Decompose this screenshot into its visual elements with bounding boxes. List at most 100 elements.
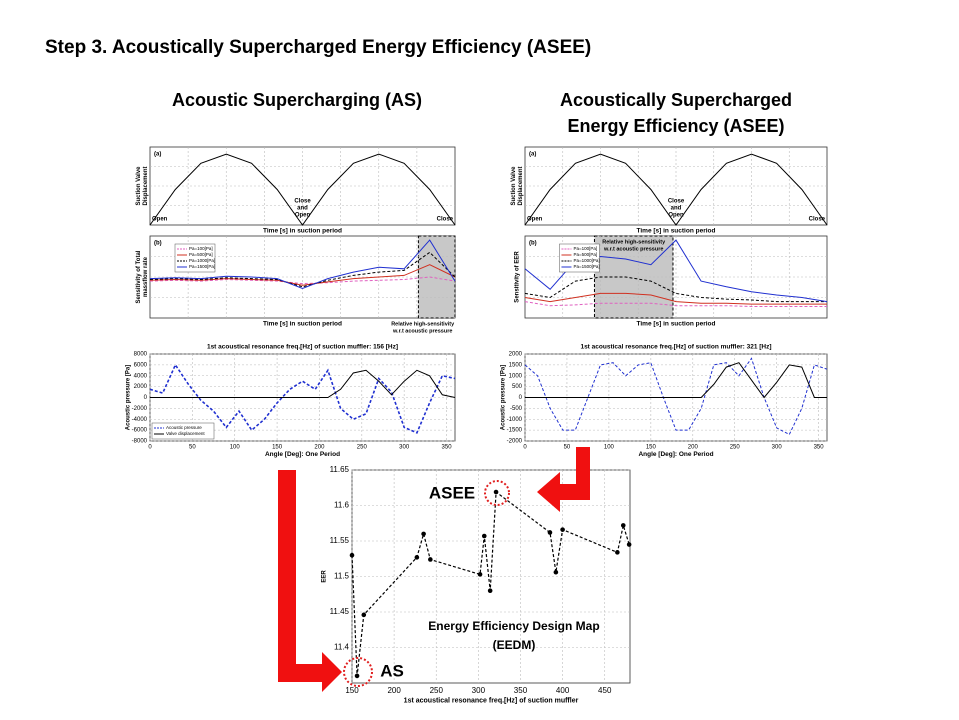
annotation: Close: [294, 199, 311, 205]
x-tick-label: 350: [442, 445, 453, 451]
legend-label: Valve displacement: [166, 431, 205, 436]
y-tick-label: -500: [510, 406, 523, 412]
y-axis-label: Sensitivity of EER: [515, 251, 521, 303]
x-tick-label: 50: [189, 445, 196, 451]
y-tick-label: 11.5: [334, 572, 350, 581]
y-tick-label: 2000: [509, 352, 523, 358]
panel-label: (b): [529, 241, 537, 247]
data-point: [349, 552, 355, 558]
heading: Acoustically Supercharged: [560, 90, 792, 110]
data-line: [149, 153, 456, 226]
legend-label: Pa=100[Pa]: [189, 246, 213, 251]
chart-title: 1st acoustical resonance freq.[Hz] of su…: [207, 344, 398, 351]
y-tick-label: 500: [512, 384, 523, 390]
y-axis-label: Acoustic pressure [Pa]: [501, 365, 507, 430]
data-line: [149, 251, 456, 288]
data-point: [428, 557, 433, 562]
y-tick-label: 4000: [134, 373, 148, 379]
annotation: Open: [295, 213, 311, 219]
annotation: Energy Efficiency Design Map: [428, 619, 599, 633]
data-point: [477, 572, 483, 577]
x-tick-label: 300: [472, 686, 486, 695]
y-tick-label: 11.65: [330, 465, 350, 474]
x-tick-label: 250: [357, 445, 368, 451]
y-axis-label: EER: [322, 570, 328, 583]
y-tick-label: -1500: [507, 428, 523, 434]
legend-label: Pa=1500[Pa]: [573, 264, 599, 269]
y-tick-label: 11.55: [330, 536, 350, 545]
panel-label: (a): [154, 152, 161, 158]
legend-label: Acoustic pressure: [166, 425, 202, 430]
data-line: [524, 357, 828, 436]
data-line: [149, 363, 456, 434]
legend-box: [151, 422, 215, 440]
data-point: [620, 523, 626, 528]
x-axis-label: 1st acoustical resonance freq.[Hz] of su…: [404, 697, 579, 704]
y-axis-label: Suction Valve: [136, 166, 142, 206]
y-tick-label: 0: [519, 395, 523, 401]
annotation: w.r.t acoustic pressure: [392, 328, 452, 334]
data-line: [149, 264, 456, 286]
y-tick-label: 2000: [134, 384, 148, 390]
data-line: [149, 239, 456, 290]
annotation: Open: [668, 213, 684, 219]
data-point: [493, 489, 499, 495]
arrow: [278, 470, 342, 692]
annotation: Close: [809, 217, 826, 223]
annotation: (EEDM): [493, 638, 536, 652]
annotation: Relative high-sensitivity: [391, 321, 455, 327]
data-line: [524, 153, 828, 226]
x-axis-label: Angle [Deg]: One Period: [265, 451, 340, 458]
x-tick-label: 250: [430, 686, 444, 695]
y-tick-label: 11.45: [330, 607, 350, 616]
x-tick-label: 400: [556, 686, 570, 695]
x-tick-label: 150: [345, 686, 359, 695]
x-axis-label: Time [s] in suction period: [637, 321, 716, 328]
data-line: [525, 362, 827, 399]
y-tick-label: 6000: [134, 362, 148, 368]
data-point: [560, 527, 565, 532]
data-line: [351, 490, 630, 676]
y-tick-label: -4000: [132, 417, 148, 423]
legend-label: Pa=1500[Pa]: [189, 264, 215, 269]
x-tick-label: 100: [230, 445, 241, 451]
data-point: [421, 531, 426, 537]
data-line: [524, 301, 827, 307]
y-tick-label: 11.4: [334, 643, 350, 652]
y-axis-label: Displacement: [143, 166, 149, 205]
y-axis-label: Sensitivity of Total: [136, 250, 142, 303]
highlight-circle: [343, 657, 373, 687]
arrow: [537, 447, 590, 512]
x-tick-label: 150: [272, 445, 283, 451]
x-tick-label: 200: [387, 686, 401, 695]
x-axis-label: Angle [Deg]: One Period: [638, 451, 713, 458]
chart-title: 1st acoustical resonance freq.[Hz] of su…: [580, 344, 771, 351]
x-axis-label: Time [s] in suction period: [263, 321, 342, 328]
data-line: [150, 369, 456, 398]
x-tick-label: 350: [514, 686, 528, 695]
heading: Energy Efficiency (ASEE): [567, 116, 784, 136]
y-axis-label: Suction Valve: [511, 166, 517, 206]
y-tick-label: -2000: [507, 439, 523, 445]
y-tick-label: 1500: [509, 362, 523, 368]
x-axis-label: Time [s] in suction period: [637, 228, 716, 235]
annotation: Open: [527, 217, 543, 223]
legend-label: Pa=100[Pa]: [573, 246, 597, 251]
legend-label: Pa=500[Pa]: [189, 252, 213, 257]
data-point: [481, 533, 487, 539]
x-tick-label: 50: [564, 445, 571, 451]
data-line: [524, 276, 827, 303]
annotation: w.r.t acoustic pressure: [603, 246, 663, 252]
y-tick-label: 1000: [509, 373, 523, 379]
highlight-circle: [484, 480, 510, 506]
x-tick-label: 250: [730, 445, 741, 451]
y-tick-label: 0: [144, 395, 148, 401]
data-point: [414, 555, 420, 560]
y-axis-label: Displacement: [518, 166, 524, 205]
x-tick-label: 200: [688, 445, 699, 451]
data-point: [615, 550, 620, 555]
annotation: Close: [668, 199, 685, 205]
annotation: AS: [380, 661, 404, 680]
data-line: [524, 292, 827, 305]
